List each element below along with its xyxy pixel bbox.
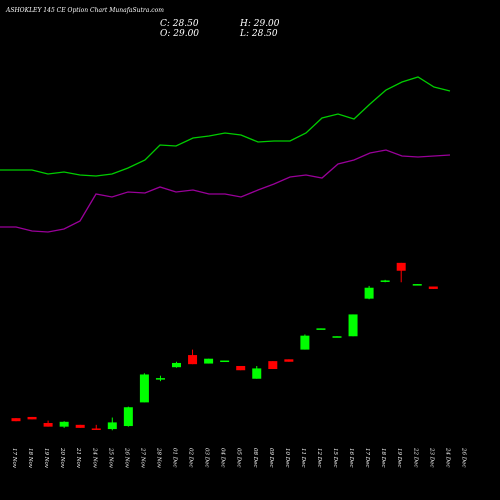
x-tick-label: 26 Nov bbox=[123, 447, 129, 469]
x-tick-label: 19 Nov bbox=[43, 448, 49, 469]
x-tick-label: 20 Nov bbox=[59, 447, 65, 469]
x-tick-label: 02 Dec bbox=[188, 448, 194, 468]
x-tick-label: 16 Dec bbox=[348, 448, 354, 468]
x-tick-label: 15 Dec bbox=[332, 448, 338, 468]
candle-body bbox=[75, 424, 85, 428]
x-tick-label: 27 Nov bbox=[139, 447, 145, 469]
candle-body bbox=[43, 423, 53, 427]
x-tick-label: 11 Dec bbox=[300, 448, 306, 468]
x-tick-label: 17 Dec bbox=[364, 448, 370, 468]
upper-band-line bbox=[0, 76, 451, 177]
candle-body bbox=[155, 378, 165, 380]
candle-body bbox=[204, 358, 214, 364]
candle-body bbox=[428, 286, 438, 289]
candle-body bbox=[380, 280, 390, 282]
candle-body bbox=[396, 262, 406, 271]
candle-body bbox=[332, 336, 342, 338]
x-tick-label: 24 Dec bbox=[444, 447, 450, 468]
chart-title: ASHOKLEY 145 CE Option Chart MunafaSutra… bbox=[6, 7, 164, 14]
open-value: O: 29.00 bbox=[160, 29, 200, 39]
candle-body bbox=[11, 418, 21, 422]
x-tick-label: 26 Dec bbox=[460, 447, 466, 468]
candle-body bbox=[268, 361, 278, 370]
high-value: H: 29.00 bbox=[240, 19, 280, 29]
candle-body bbox=[139, 374, 149, 403]
candle-body bbox=[123, 407, 133, 427]
candle-body bbox=[316, 328, 326, 330]
x-tick-label: 17 Nov bbox=[11, 448, 17, 469]
x-tick-label: 09 Dec bbox=[268, 448, 274, 468]
candle-body bbox=[412, 284, 422, 286]
candle-body bbox=[172, 362, 181, 368]
x-tick-label: 12 Dec bbox=[316, 448, 322, 468]
x-tick-label: 18 Nov bbox=[27, 448, 33, 469]
candle-body bbox=[220, 360, 230, 363]
candle-body bbox=[300, 335, 310, 350]
x-tick-label: 24 Nov bbox=[91, 447, 97, 469]
x-tick-label: 10 Dec bbox=[284, 448, 290, 468]
x-tick-label: 05 Dec bbox=[236, 448, 242, 468]
x-tick-label: 23 Dec bbox=[428, 447, 434, 468]
x-tick-label: 04 Dec bbox=[220, 448, 226, 468]
candle-body bbox=[91, 428, 101, 430]
x-tick-label: 25 Nov bbox=[107, 447, 113, 469]
candle-body bbox=[27, 416, 37, 420]
x-tick-label: 22 Dec bbox=[412, 447, 418, 468]
candle-body bbox=[107, 422, 117, 430]
x-tick-label: 03 Dec bbox=[204, 448, 210, 468]
candle-body bbox=[252, 368, 262, 379]
candle-body bbox=[348, 314, 358, 337]
x-tick-label: 19 Dec bbox=[396, 448, 402, 468]
close-value: C: 28.50 bbox=[160, 19, 199, 29]
x-tick-label: 08 Dec bbox=[252, 448, 258, 468]
x-tick-label: 01 Dec bbox=[172, 448, 178, 468]
candle-body bbox=[284, 359, 294, 362]
lower-band-line bbox=[0, 149, 451, 233]
x-tick-label: 18 Dec bbox=[380, 448, 386, 468]
candle-body bbox=[188, 355, 198, 365]
candle-body bbox=[59, 421, 69, 427]
candle-body bbox=[236, 365, 246, 371]
low-value: L: 28.50 bbox=[240, 29, 278, 39]
candle-body bbox=[364, 287, 374, 299]
x-tick-label: 28 Nov bbox=[155, 447, 161, 469]
x-tick-label: 21 Nov bbox=[75, 447, 81, 469]
